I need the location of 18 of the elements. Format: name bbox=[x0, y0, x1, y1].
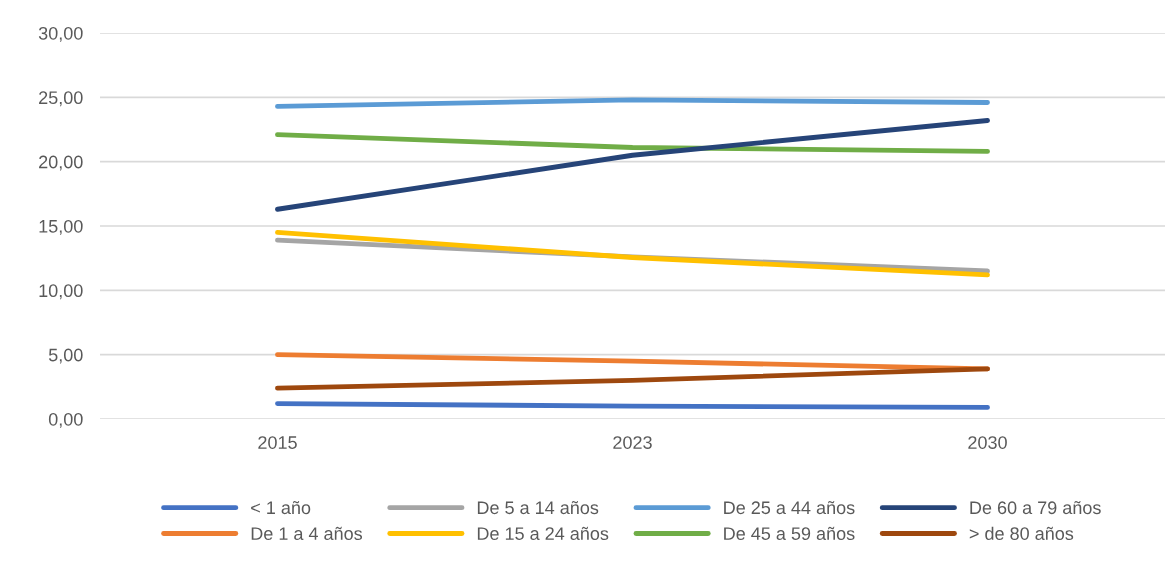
y-tick-label: 25,00 bbox=[39, 91, 83, 107]
y-tick-label: 0,00 bbox=[48, 412, 83, 428]
y-tick-label: 20,00 bbox=[39, 155, 83, 171]
x-tick-label: 2015 bbox=[258, 436, 297, 449]
legend-label: De 45 a 59 años bbox=[724, 526, 855, 540]
legend-label: De 60 a 79 años bbox=[970, 501, 1101, 515]
x-tick-label: 2023 bbox=[613, 436, 652, 449]
legend-label: De 15 a 24 años bbox=[477, 526, 609, 540]
x-tick-label: 2030 bbox=[968, 436, 1007, 449]
y-tick-label: 15,00 bbox=[39, 219, 83, 235]
y-tick-label: 10,00 bbox=[39, 284, 83, 300]
legend-label: De 1 a 4 años bbox=[251, 526, 363, 540]
y-tick-label: 30,00 bbox=[38, 26, 83, 42]
legend-label: De 25 a 44 años bbox=[724, 501, 855, 515]
legend-label: < 1 año bbox=[251, 501, 311, 515]
legend-label: > de 80 años bbox=[969, 526, 1074, 540]
y-tick-label: 5,00 bbox=[48, 348, 83, 364]
legend-label: De 5 a 14 años bbox=[477, 501, 599, 515]
